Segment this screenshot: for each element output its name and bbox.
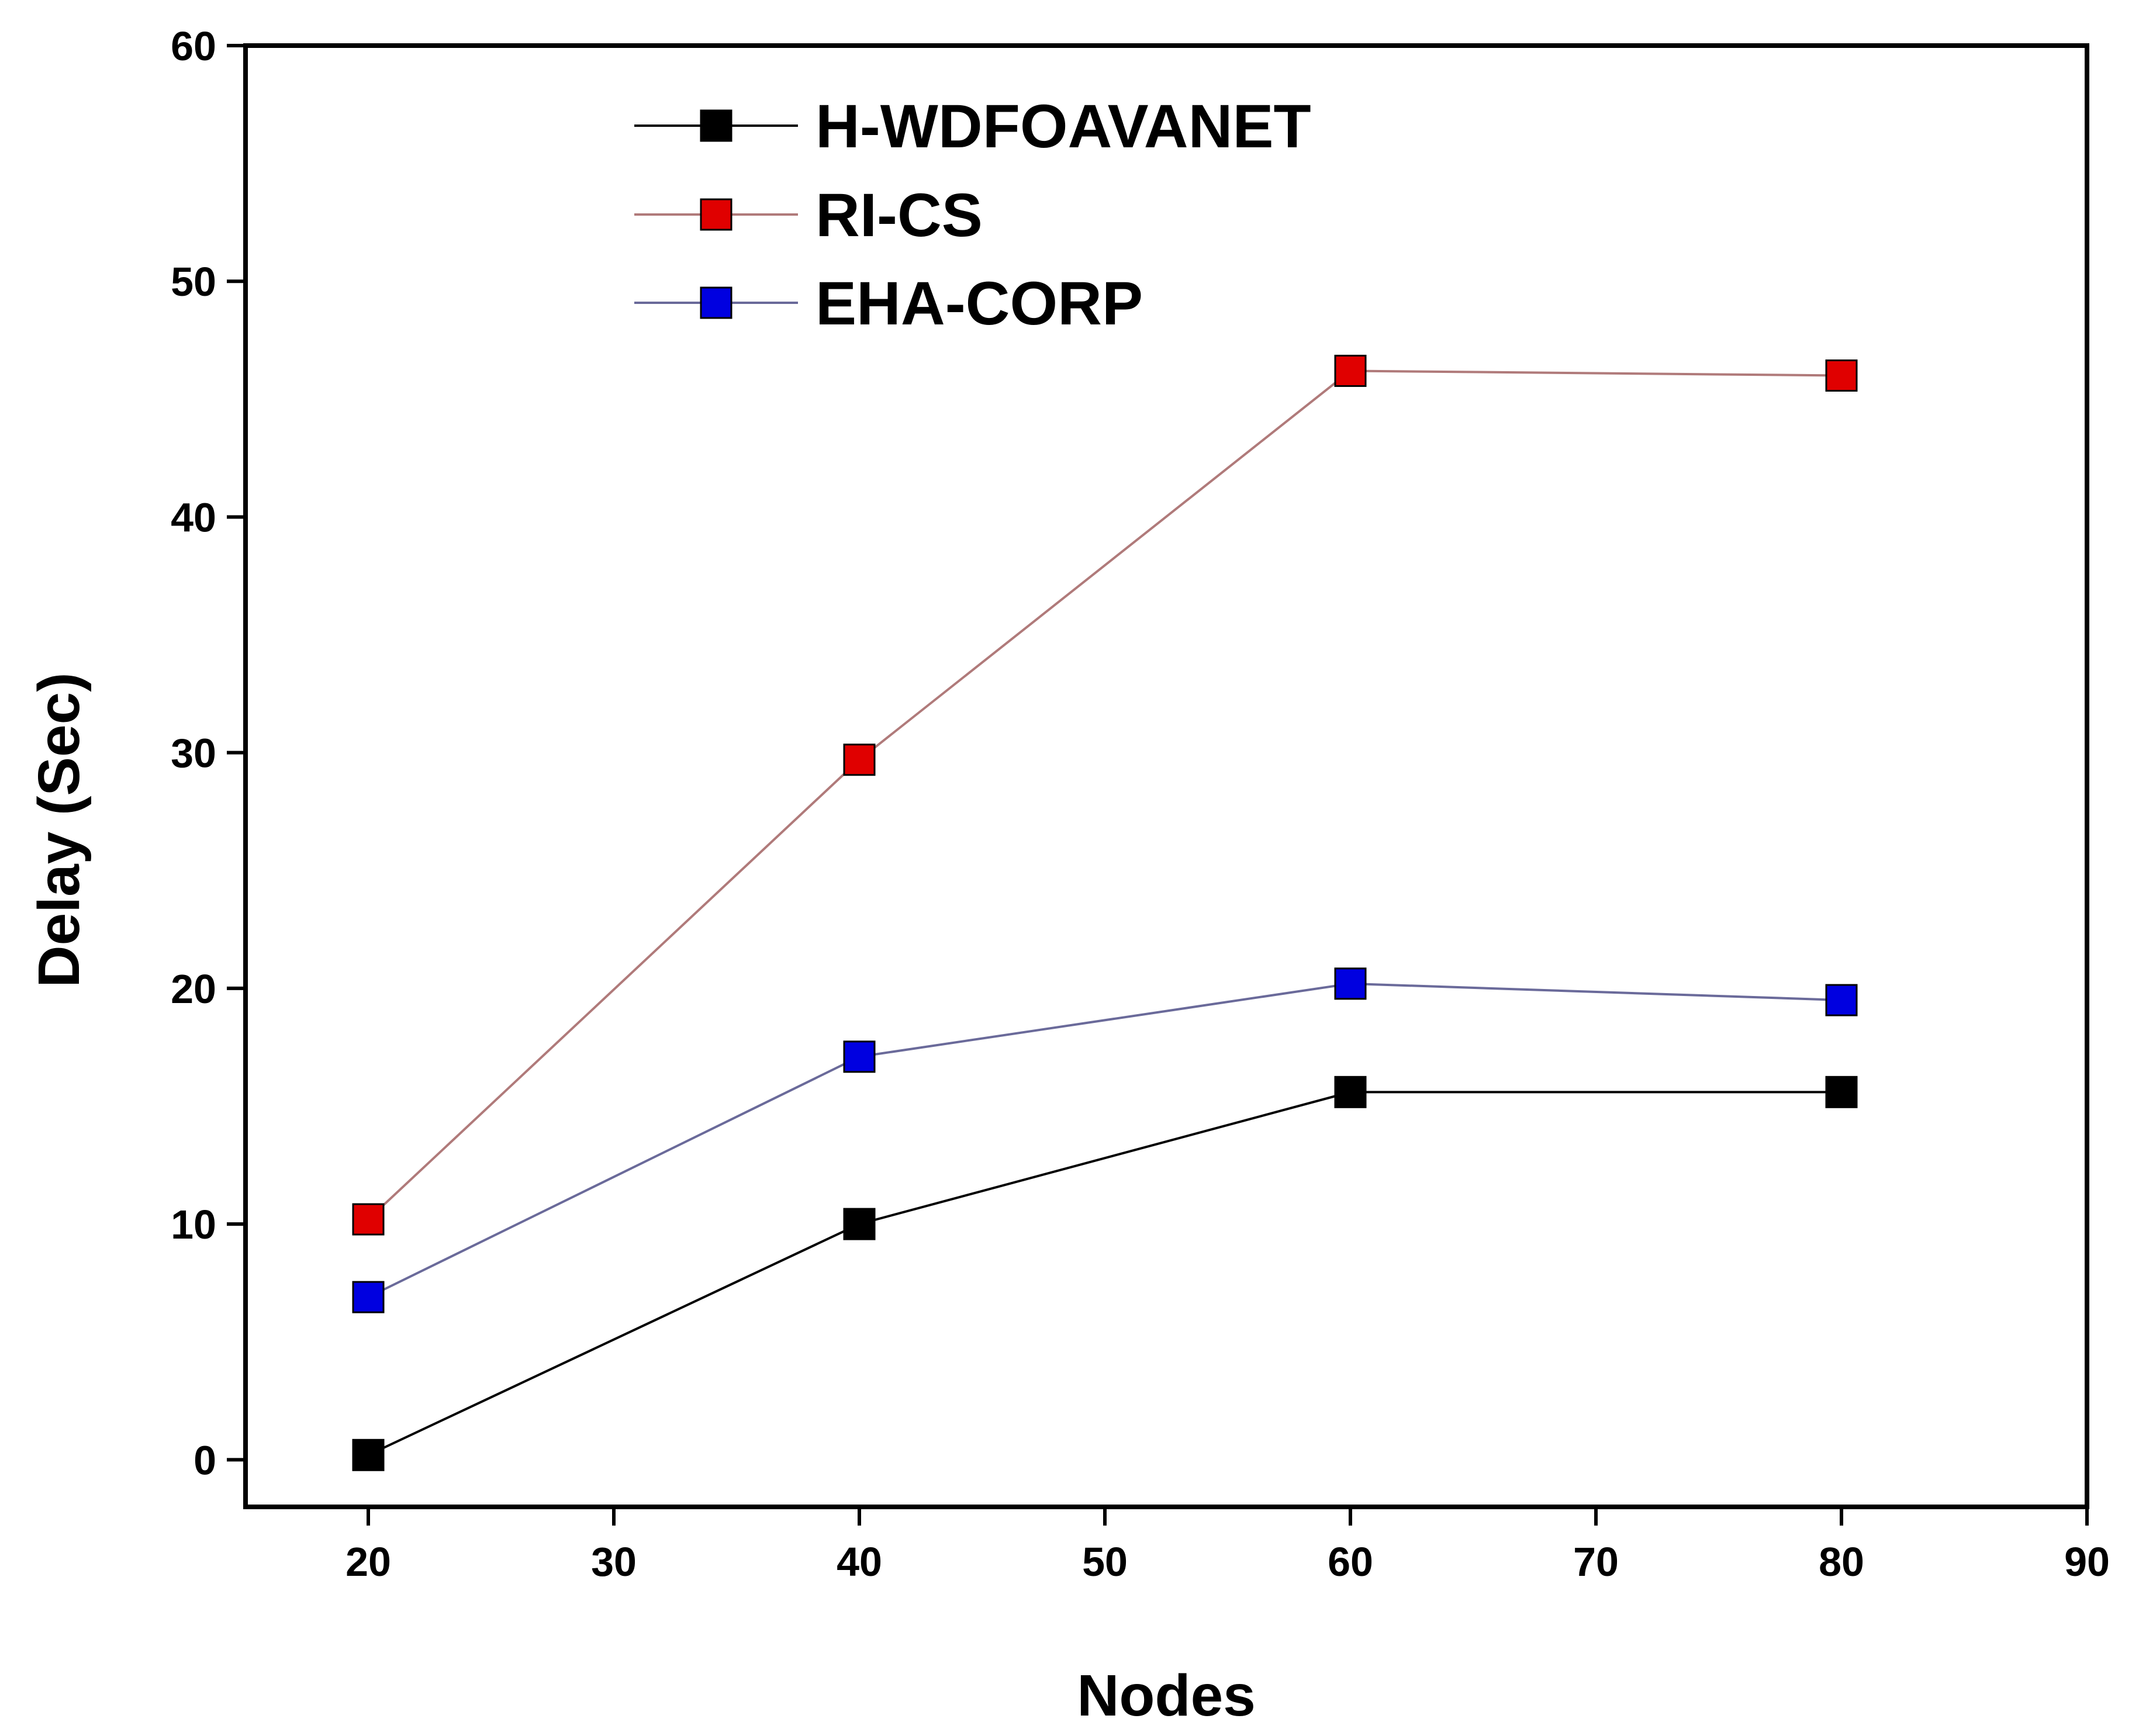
axis-ticks: 20 30 40 50 60 70 80 90 0 10 20 30 40 50 60 [171,23,2110,1585]
legend-label-0: H-WDFOAVANET [816,92,1311,161]
legend-marker-2 [700,286,732,319]
x-tick-label: 30 [591,1539,637,1585]
legend-marker-0 [700,109,732,142]
plot-frame [243,43,2089,1509]
x-axis-title: Nodes [1077,1663,1256,1728]
y-tick-label: 50 [171,259,216,305]
y-tick-label: 40 [171,494,216,540]
data-point-2-2 [1334,967,1367,1000]
series-markers [352,354,1858,1471]
data-point-2-3 [1825,984,1858,1016]
x-tick-label: 40 [837,1539,882,1585]
y-tick-label: 10 [171,1202,216,1247]
y-tick-label: 60 [171,23,216,69]
legend-marker-1 [700,198,732,231]
x-tick-label: 60 [1328,1539,1373,1585]
data-point-2-1 [843,1040,876,1073]
x-tick-label: 20 [345,1539,391,1585]
y-tick-label: 0 [193,1437,216,1483]
legend-label-1: RI-CS [816,181,983,250]
data-point-1-3 [1825,359,1858,392]
data-point-2-0 [352,1281,385,1313]
series-line-1 [367,369,1842,1220]
x-tick-label: 50 [1082,1539,1128,1585]
y-tick-label: 20 [171,966,216,1012]
legend-item-0: H-WDFOAVANET [634,92,1311,161]
x-tick-label: 70 [1573,1539,1619,1585]
legend: H-WDFOAVANET RI-CS EHA-CORP [634,92,1311,338]
series-line-2 [368,982,1842,1298]
legend-item-1: RI-CS [634,181,983,250]
legend-item-2: EHA-CORP [634,269,1143,338]
data-point-0-1 [843,1208,876,1240]
data-point-1-2 [1334,354,1367,387]
data-point-1-1 [843,743,876,776]
y-tick-label: 30 [171,731,216,776]
series-lines [367,369,1842,1457]
y-axis-title: Delay (Sec) [26,672,92,987]
data-point-1-0 [352,1203,385,1236]
x-tick-label: 80 [1819,1539,1864,1585]
x-tick-label: 90 [2064,1539,2110,1585]
series-line-0 [368,1091,1841,1457]
data-point-0-0 [352,1438,385,1471]
data-point-0-3 [1825,1076,1858,1108]
data-point-0-2 [1334,1076,1367,1108]
legend-label-2: EHA-CORP [816,269,1143,338]
